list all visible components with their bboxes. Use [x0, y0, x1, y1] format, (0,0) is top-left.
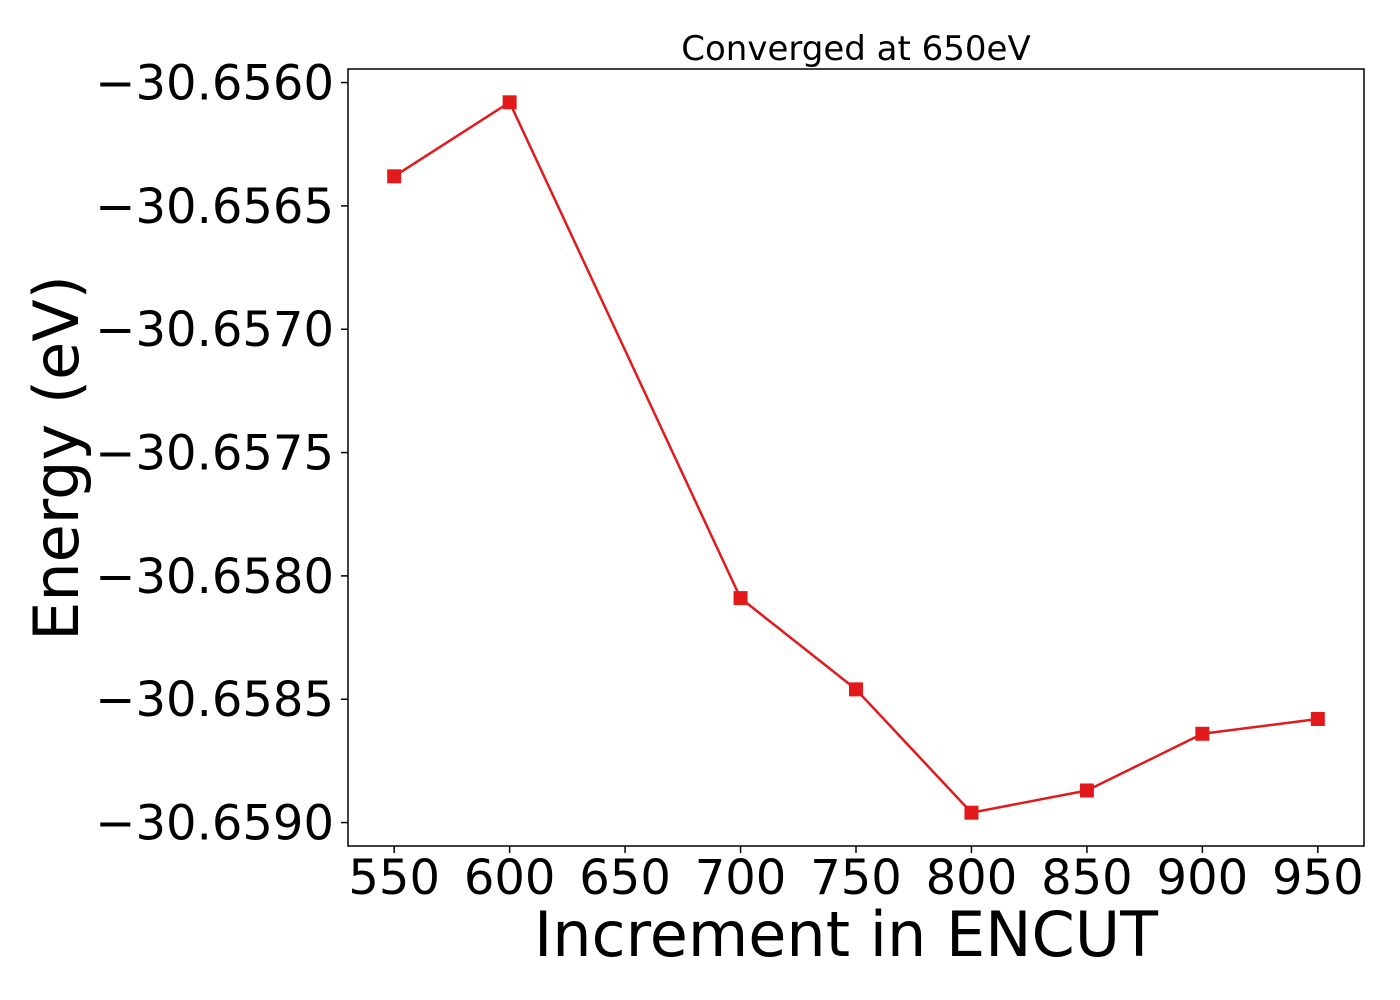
x-tick-label: 950	[1272, 850, 1364, 906]
plot-frame	[347, 68, 1365, 847]
plot-area	[347, 68, 1365, 847]
x-tick-label: 750	[810, 850, 902, 906]
series-line	[393, 101, 1318, 814]
y-tick-label: −30.6590	[95, 796, 334, 852]
chart-title: Converged at 650eV	[681, 29, 1030, 69]
data-point-marker	[1195, 726, 1210, 741]
y-tick-label: −30.6580	[95, 549, 334, 605]
y-tick-label: −30.6560	[95, 56, 334, 112]
y-tick-label: −30.6570	[95, 302, 334, 358]
y-tick-label: −30.6575	[95, 426, 334, 482]
data-point-marker	[1310, 711, 1325, 726]
data-point-marker	[1079, 783, 1094, 798]
x-tick-label: 550	[348, 850, 440, 906]
x-axis-label: Increment in ENCUT	[534, 898, 1159, 971]
y-tick-label: −30.6565	[95, 179, 334, 235]
x-tick-label: 900	[1157, 850, 1249, 906]
data-point-marker	[849, 682, 863, 697]
x-axis-ticks: 550 600 650 700 750 800 850 900 950	[348, 846, 1364, 906]
data-point-marker	[387, 169, 402, 184]
x-tick-label: 700	[695, 850, 787, 906]
y-tick-label: −30.6585	[95, 672, 334, 728]
data-point-marker	[733, 591, 748, 606]
data-point-marker	[964, 805, 979, 820]
y-axis-ticks: −30.6560 −30.6565 −30.6570 −30.6575 −30.6580…	[95, 56, 348, 852]
x-tick-label: 650	[579, 850, 671, 906]
x-tick-label: 850	[1041, 850, 1133, 906]
data-point-marker	[502, 95, 517, 110]
y-axis-label: Energy (eV)	[20, 275, 93, 641]
x-tick-label: 800	[926, 850, 1018, 906]
series-group	[387, 95, 1325, 820]
x-tick-label: 600	[464, 850, 556, 906]
